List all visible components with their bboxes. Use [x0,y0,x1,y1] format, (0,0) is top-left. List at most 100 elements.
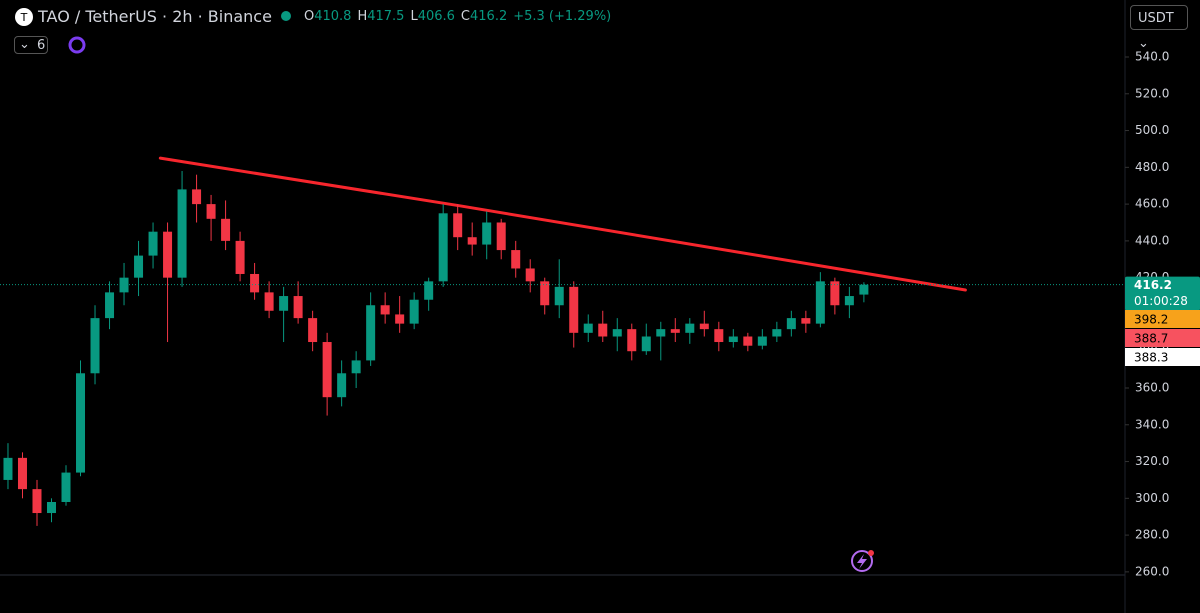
candle-body [743,336,753,346]
candle-body [482,222,492,245]
ohlc-label: L [410,9,418,24]
candle-body [830,281,840,306]
candle-body [728,336,738,343]
candle-body [119,277,129,293]
y-tick-label: 340.0 [1135,417,1169,431]
candle-body [641,336,651,352]
y-tick-label: 520.0 [1135,86,1169,100]
candle-body [380,305,390,315]
candle-body [395,314,405,324]
indicator-count: 6 [37,38,46,53]
candle-body [163,231,173,278]
candle-body [685,323,695,333]
ohlc-label: H [357,9,368,24]
candle-body [235,240,245,274]
currency-button[interactable]: USDT ⌄ [1130,5,1188,51]
candle-body [554,286,564,306]
candle-body [699,323,709,330]
indicator-toggle[interactable]: ⌄ 6 [14,36,48,54]
candle-body [351,360,361,374]
candle-body [250,273,260,293]
countdown: 01:00:28 [1134,294,1188,308]
candle-body [17,457,27,490]
candle-body [583,323,593,333]
candle-body [714,329,724,343]
ohlc-value: 416.2 [470,9,508,24]
y-tick-label: 320.0 [1135,454,1169,468]
candle-body [3,457,13,480]
ohlc-legend: O410.8 H417.5 L406.6 C416.2 +5.3 (+1.29%) [304,9,611,24]
price-label: 388.7 [1134,332,1168,346]
candle-body [279,296,289,311]
candle-body [46,501,56,514]
price-label-bg [1125,329,1200,347]
price-label: 388.3 [1134,351,1168,365]
price-label: 398.2 [1134,313,1168,327]
candle-body [192,189,202,205]
candle-body [206,204,216,219]
ohlc-label: O [304,9,315,24]
candle-body [786,318,796,330]
candle-body [670,329,680,333]
candle-body [656,329,666,337]
candle-body [757,336,767,346]
y-tick-label: 360.0 [1135,380,1169,394]
candle-body [801,318,811,324]
y-tick-label: 300.0 [1135,491,1169,505]
candle-body [438,213,448,282]
ohlc-value: 410.8 [314,9,352,24]
candle-body [772,329,782,337]
candle-body [293,296,303,319]
currency: USDT [1138,11,1174,26]
candle-body [76,373,86,473]
candle-body [859,284,869,295]
ohlc-label: C [460,9,470,24]
candle-body [105,292,115,319]
candle-body [844,296,854,306]
ohlc-value: 417.5 [367,9,405,24]
candle-body [815,281,825,324]
candle-body [612,329,622,337]
sync-icon[interactable] [68,36,86,54]
candle-body [134,255,144,278]
trendline [158,156,967,292]
candle-body [627,329,637,352]
header: T TAO / TetherUS · 2h · Binance O410.8 H4… [0,0,1120,34]
candle-body [32,489,42,514]
candle-body [264,292,274,311]
candle-body [598,323,608,337]
candle-body [177,189,187,278]
y-tick-label: 480.0 [1135,160,1169,174]
candle-body [366,305,376,361]
y-tick-label: 280.0 [1135,528,1169,542]
price-label-bg [1125,348,1200,366]
candle-body [90,318,100,374]
candle-body [409,299,419,324]
y-tick-label: 440.0 [1135,233,1169,247]
candle-body [511,250,521,269]
candle-body [569,286,579,333]
candle-body [496,222,506,251]
ohlc-value: 406.6 [417,9,455,24]
svg-text:T: T [20,11,28,24]
candle-body [424,281,434,300]
symbol-logo: T [15,8,33,26]
candle-body [61,472,71,502]
candle-body [540,281,550,306]
bolt-icon[interactable] [851,550,874,572]
price-label-bg [1125,276,1200,311]
symbol-title[interactable]: TAO / TetherUS · 2h · Binance [38,7,272,26]
y-tick-label: 500.0 [1135,123,1169,137]
price-label-bg [1125,310,1200,328]
candle-body [453,213,463,238]
candle-body [221,218,231,241]
candle-body [148,231,158,256]
candle-body [308,318,318,343]
change: +5.3 (+1.29%) [513,9,612,24]
y-tick-label: 460.0 [1135,197,1169,211]
candle-body [525,268,535,282]
candle-body [322,342,332,398]
y-tick-label: 260.0 [1135,564,1169,578]
